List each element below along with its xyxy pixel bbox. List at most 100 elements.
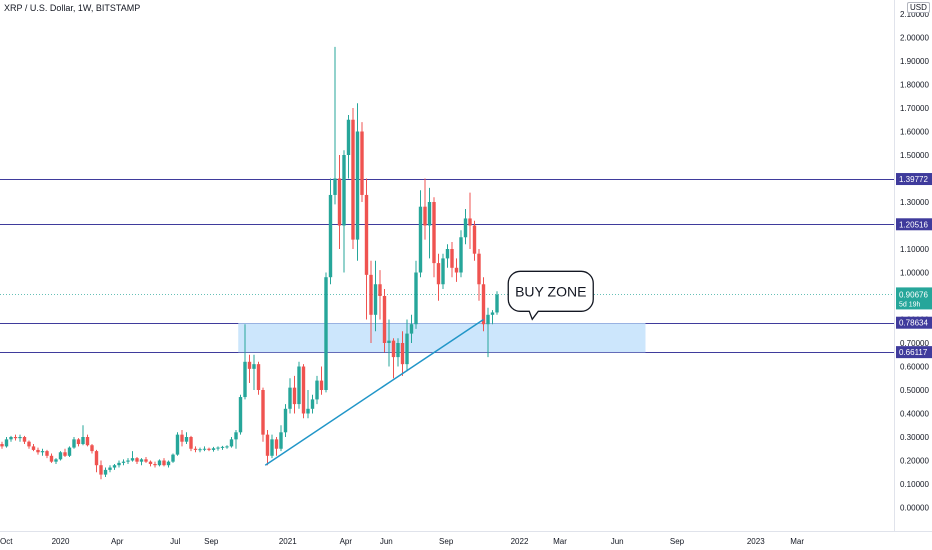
candle bbox=[400, 331, 405, 376]
last-price-tag-bg bbox=[896, 287, 932, 310]
candle-body bbox=[207, 448, 211, 450]
candle bbox=[333, 46, 337, 205]
candle-body bbox=[76, 439, 81, 445]
level-tag-bg bbox=[896, 173, 932, 186]
price-tick-label: 1.90000 bbox=[900, 57, 929, 66]
candle bbox=[387, 319, 391, 367]
candle bbox=[157, 459, 162, 467]
candle-body bbox=[391, 340, 396, 358]
candle bbox=[283, 404, 288, 437]
candle-body bbox=[418, 206, 423, 273]
candle bbox=[94, 449, 99, 473]
time-tick-label: Sep bbox=[670, 537, 685, 546]
candle bbox=[189, 435, 193, 452]
time-tick-label: Mar bbox=[553, 537, 567, 546]
candle-body bbox=[45, 451, 49, 456]
currency-label[interactable]: USD bbox=[907, 2, 930, 13]
price-tick-label: 0.50000 bbox=[900, 386, 929, 395]
candle-body bbox=[157, 460, 162, 466]
candle-body bbox=[180, 434, 184, 442]
time-axis[interactable]: Oct 2020 Apr Jul Sep 2021 Apr Jun Sep 2022 Mar Jun S… bbox=[0, 537, 804, 546]
candle bbox=[409, 314, 414, 343]
candle-body bbox=[85, 437, 90, 446]
candle bbox=[193, 446, 198, 453]
candle-body bbox=[90, 445, 94, 452]
candles bbox=[0, 46, 499, 480]
candle-body bbox=[171, 454, 175, 462]
time-tick-label: Jun bbox=[611, 537, 624, 546]
candle-body bbox=[175, 434, 180, 455]
candle bbox=[256, 361, 261, 395]
candle bbox=[369, 260, 373, 343]
candle bbox=[355, 103, 360, 261]
candle bbox=[238, 394, 243, 435]
candle-body bbox=[238, 397, 243, 433]
candle bbox=[351, 108, 355, 249]
candle-body bbox=[63, 452, 67, 456]
candle-body bbox=[364, 194, 369, 275]
candle-body bbox=[315, 380, 319, 400]
candle bbox=[468, 192, 472, 249]
candle-body bbox=[252, 364, 256, 369]
price-tick-label: 1.80000 bbox=[900, 81, 929, 90]
candle-body bbox=[36, 449, 40, 453]
candle-body bbox=[423, 206, 427, 226]
candle bbox=[319, 366, 324, 395]
time-tick-label: Mar bbox=[790, 537, 804, 546]
candle-body bbox=[162, 460, 166, 466]
candle-body bbox=[279, 432, 283, 449]
candle-body bbox=[139, 459, 144, 462]
last-price-countdown: 5d 19h bbox=[899, 301, 921, 308]
candle-body bbox=[121, 461, 126, 463]
candle bbox=[297, 361, 301, 409]
candle-body bbox=[400, 343, 405, 365]
candle bbox=[162, 458, 166, 467]
candle bbox=[108, 465, 112, 473]
candle bbox=[144, 456, 148, 463]
time-tick-label: Oct bbox=[0, 537, 13, 546]
candle-body bbox=[103, 469, 108, 475]
candle bbox=[261, 387, 265, 442]
level-tag-text: 1.20516 bbox=[899, 220, 928, 229]
candle bbox=[211, 446, 216, 452]
last-price-tag: 0.90676 5d 19h bbox=[896, 287, 932, 310]
candle bbox=[405, 319, 409, 372]
candle bbox=[265, 429, 270, 466]
time-tick-label: 2021 bbox=[279, 537, 297, 546]
candle bbox=[216, 446, 220, 451]
time-tick-label: Jun bbox=[380, 537, 393, 546]
candle-body bbox=[184, 437, 189, 442]
candle bbox=[126, 458, 130, 465]
candle-body bbox=[414, 272, 418, 325]
candle-body bbox=[369, 274, 373, 315]
trendline[interactable] bbox=[264, 318, 484, 466]
candle bbox=[45, 449, 49, 459]
candle bbox=[306, 390, 310, 419]
time-tick-label: Sep bbox=[439, 537, 454, 546]
candle-body bbox=[328, 194, 333, 278]
candle bbox=[315, 375, 319, 405]
candle bbox=[130, 451, 135, 462]
candle-body bbox=[108, 467, 112, 470]
candle bbox=[450, 241, 454, 278]
candle-body bbox=[202, 448, 207, 450]
candle bbox=[166, 460, 171, 468]
price-axis[interactable]: 0.00000 0.10000 0.20000 0.30000 0.40000 0.500… bbox=[900, 10, 929, 513]
candle-body bbox=[270, 439, 274, 456]
candle bbox=[220, 445, 225, 450]
candle bbox=[180, 429, 184, 447]
candle bbox=[229, 437, 234, 448]
candle bbox=[247, 354, 252, 383]
candle bbox=[67, 446, 72, 457]
candle-body bbox=[4, 439, 9, 447]
candle-body bbox=[436, 263, 441, 285]
candle-body bbox=[22, 437, 27, 442]
buy-zone-callout[interactable]: BUY ZONE bbox=[507, 270, 594, 321]
candle bbox=[472, 220, 477, 261]
candle-body bbox=[261, 390, 265, 435]
candle-body bbox=[342, 155, 346, 226]
candle-body bbox=[450, 249, 454, 268]
candle bbox=[76, 438, 81, 447]
candle-body bbox=[216, 447, 220, 449]
